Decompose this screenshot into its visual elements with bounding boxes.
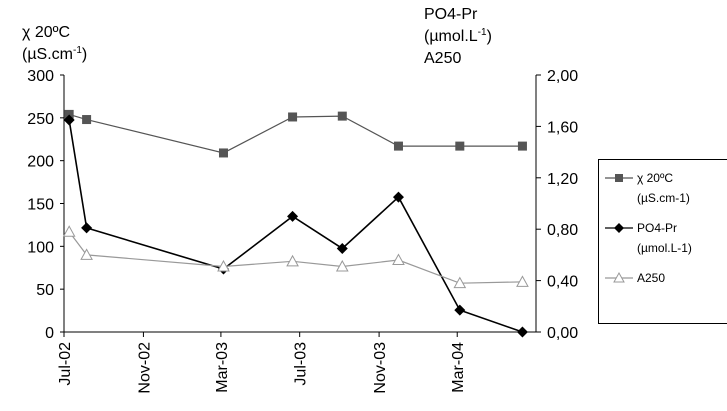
right-tick-label: 2,00: [547, 68, 578, 85]
point-triangle: [80, 248, 93, 260]
point-square: [64, 109, 74, 119]
legend-label: (µS.cm-1): [637, 191, 690, 205]
left-tick-label: 250: [27, 111, 54, 128]
series-line-1: [68, 113, 523, 154]
right-tick-label: 0,40: [547, 274, 578, 291]
left-tick-label: 150: [27, 197, 54, 214]
point-diamond: [81, 222, 93, 234]
x-tick-label: Nov-03: [372, 342, 389, 394]
left-tick-label: 200: [27, 154, 54, 171]
right-axis-label-line1: PO4-Pr: [424, 6, 478, 23]
right-axis-label: PO4-Pr (µmol.L-1) A250: [424, 4, 492, 70]
legend-item-a250: A250: [603, 268, 727, 290]
legend: χ 20ºC (µS.cm-1) PO4-Pr (µmol.L-1) A250: [598, 159, 727, 324]
point-triangle: [286, 254, 299, 267]
point-diamond: [392, 191, 404, 203]
point-square: [393, 141, 403, 151]
left-tick-label: 100: [27, 239, 54, 256]
right-axis-label-line3: A250: [424, 50, 462, 67]
left-tick-label: 50: [36, 282, 54, 299]
left-axis-label-line2: (µS.cm-1): [22, 45, 88, 64]
series-line-2: [68, 119, 523, 333]
left-axis-label-line1: χ 20ºC: [22, 24, 71, 41]
point-square: [337, 111, 347, 121]
point-triangle: [453, 276, 467, 289]
legend-label: A250: [637, 271, 666, 285]
legend-marker-square-icon: [605, 174, 633, 182]
legend-label: PO4-Pr: [637, 221, 678, 235]
left-tick-label: 300: [27, 68, 54, 85]
x-tick-label: Nov-02: [136, 342, 153, 394]
point-square: [517, 141, 527, 151]
series-line-3: [68, 231, 523, 284]
legend-marker-triangle-icon: [605, 271, 633, 283]
point-diamond: [454, 304, 466, 316]
x-tick-label: Jul-03: [293, 342, 310, 386]
legend-marker-diamond-icon: [605, 223, 633, 233]
left-tick-label: 0: [45, 325, 54, 342]
point-triangle: [516, 275, 529, 287]
point-diamond: [336, 242, 348, 254]
legend-label: (µmol.L-1): [637, 241, 692, 255]
legend-label: χ 20ºC: [637, 171, 674, 185]
right-tick-label: 1,60: [547, 119, 578, 136]
point-triangle: [62, 225, 76, 237]
right-tick-label: 1,20: [547, 171, 578, 188]
x-tick-label: Mar-04: [450, 342, 467, 393]
legend-item-conductivity: χ 20ºC (µS.cm-1): [603, 168, 727, 208]
x-tick-label: Jul-02: [57, 342, 74, 386]
x-tick-label: Mar-03: [214, 342, 231, 393]
point-triangle: [392, 253, 405, 266]
right-tick-label: 0,00: [547, 325, 578, 342]
point-diamond: [287, 210, 299, 222]
right-tick-label: 0,80: [547, 222, 578, 239]
point-triangle: [335, 259, 349, 272]
left-axis-label: χ 20ºC (µS.cm-1): [22, 22, 87, 66]
point-triangle: [217, 259, 230, 272]
point-square: [82, 115, 92, 125]
point-diamond: [63, 114, 75, 126]
point-diamond: [516, 326, 528, 338]
legend-item-po4: PO4-Pr (µmol.L-1): [603, 218, 727, 258]
point-square: [455, 141, 465, 151]
right-axis-label-line2: (µmol.L-1): [424, 27, 492, 46]
point-square: [218, 148, 228, 158]
point-square: [288, 112, 298, 122]
